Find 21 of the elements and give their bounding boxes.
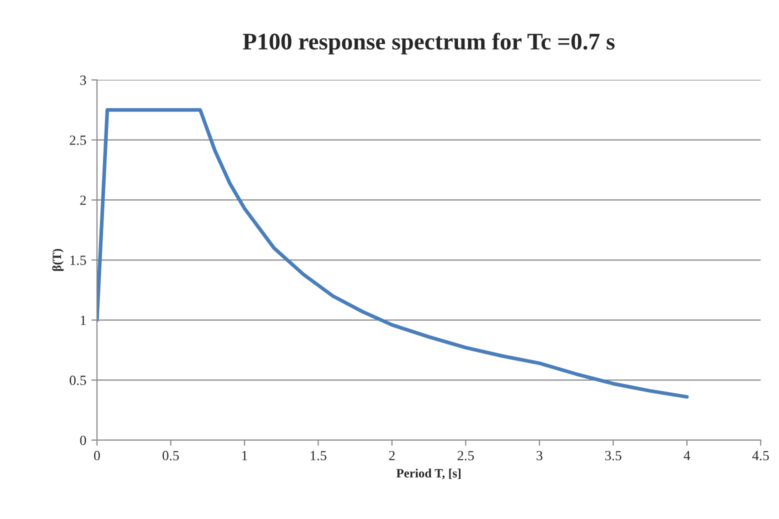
x-tick-label: 4.5	[752, 451, 769, 460]
x-tick-label: 1	[242, 450, 248, 460]
x-axis-title: Period T, [s]	[396, 468, 460, 480]
y-tick-label: 1	[80, 316, 86, 325]
x-tick-label: 2.5	[458, 450, 474, 460]
y-tick-label: 1.5	[70, 256, 86, 266]
y-tick-label: 0.5	[70, 376, 86, 386]
x-tick-label: 1.5	[310, 450, 326, 460]
x-tick-label: 4	[684, 451, 690, 460]
x-tick-label: 0	[94, 450, 100, 460]
x-tick-label: 3.5	[605, 450, 622, 460]
x-tick-label: 0.5	[162, 450, 179, 460]
x-tick-label: 2	[389, 450, 395, 460]
chart-title: P100 response spectrum for Tc =0.7 s	[242, 32, 615, 54]
y-tick-label: 2	[80, 196, 86, 205]
line-series	[96, 108, 689, 399]
y-tick-label: 0	[80, 436, 86, 446]
x-tick-label: 3	[536, 450, 542, 460]
y-tick-label: 2.5	[70, 136, 86, 145]
y-axis-title: β(T)	[52, 248, 64, 271]
y-tick-label: 3	[80, 76, 86, 85]
